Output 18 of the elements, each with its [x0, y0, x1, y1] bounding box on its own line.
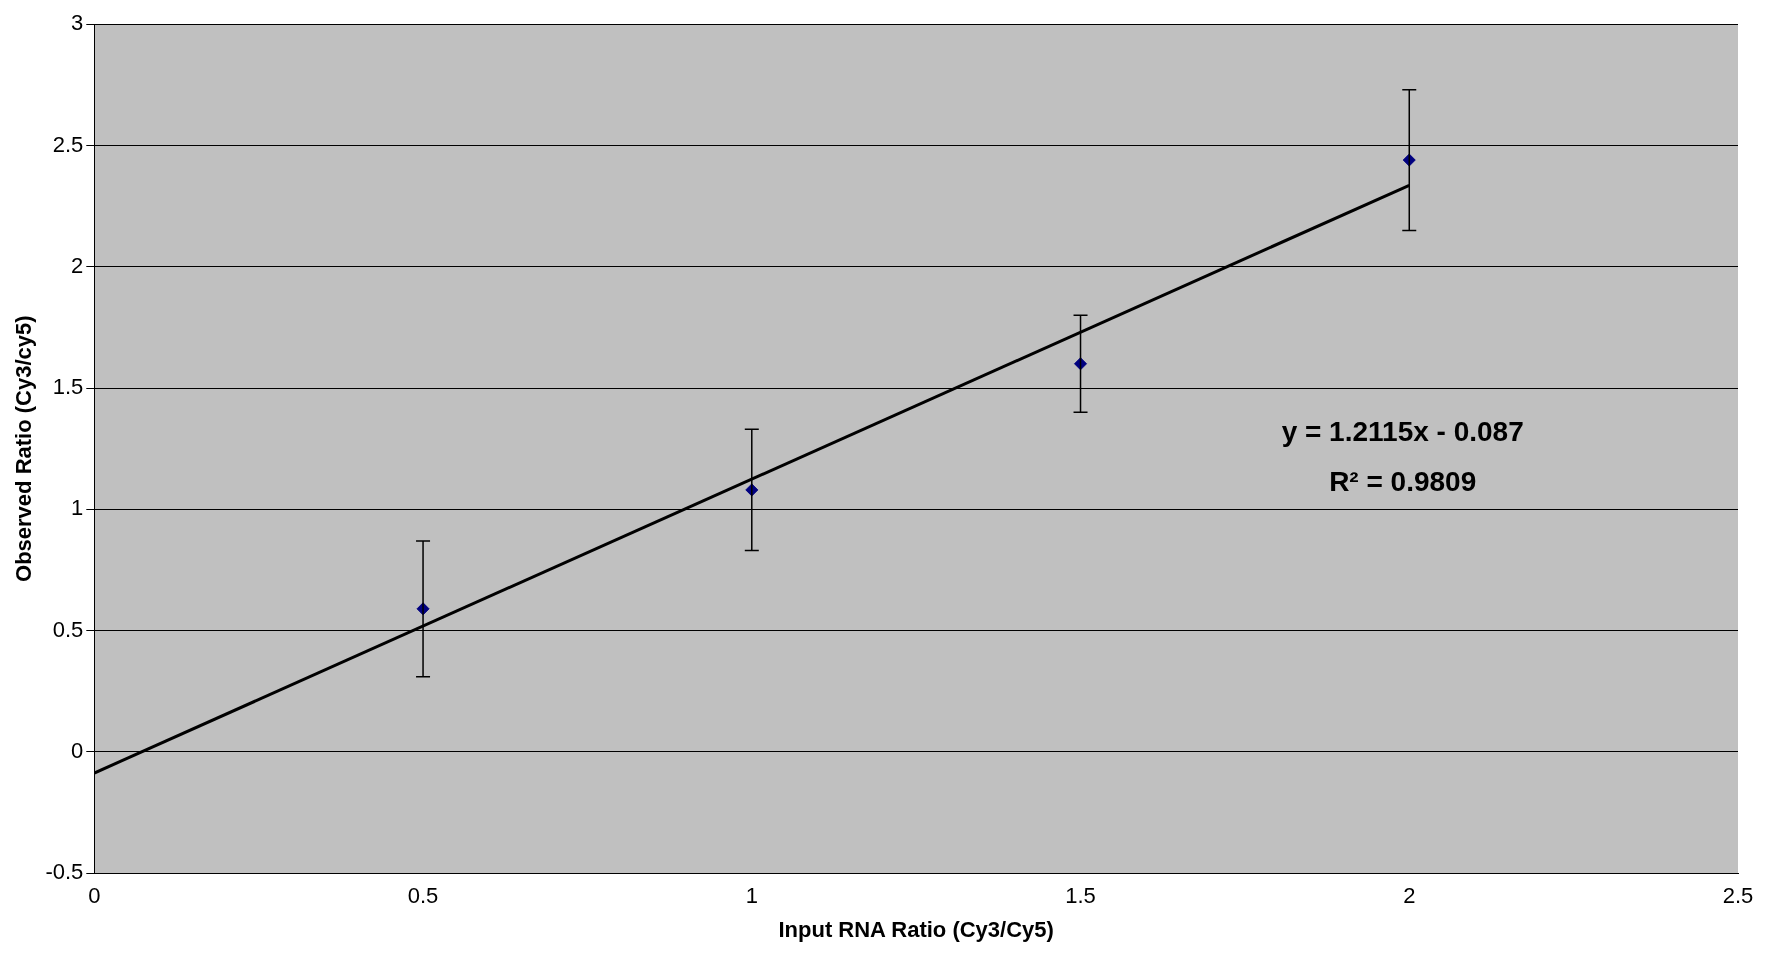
y-tick-label: 0 — [71, 737, 84, 763]
annotation: R² = 0.9809 — [1329, 466, 1477, 498]
y-tick-label: 0.5 — [52, 616, 84, 642]
x-tick-label: 0 — [88, 883, 101, 909]
x-axis-title: Input RNA Ratio (Cy3/Cy5) — [778, 916, 1054, 942]
x-tick-label: 1.5 — [1065, 883, 1096, 909]
y-tick-label: 1.5 — [52, 374, 84, 400]
y-tick-label: 2 — [71, 252, 84, 278]
x-tick-label: 2 — [1403, 883, 1416, 909]
y-tick-label: -0.5 — [45, 859, 84, 885]
x-tick-label: 2.5 — [1722, 883, 1754, 909]
y-tick-label: 2.5 — [52, 131, 84, 157]
x-tick-label: 0.5 — [407, 883, 439, 909]
y-tick-label: 3 — [71, 10, 84, 36]
y-axis-title: Observed Ratio (Cy3/cy5) — [11, 315, 37, 582]
x-tick-label: 1 — [745, 883, 758, 909]
y-tick-label: 1 — [71, 495, 84, 521]
annotation: y = 1.2115x - 0.087 — [1281, 416, 1524, 448]
